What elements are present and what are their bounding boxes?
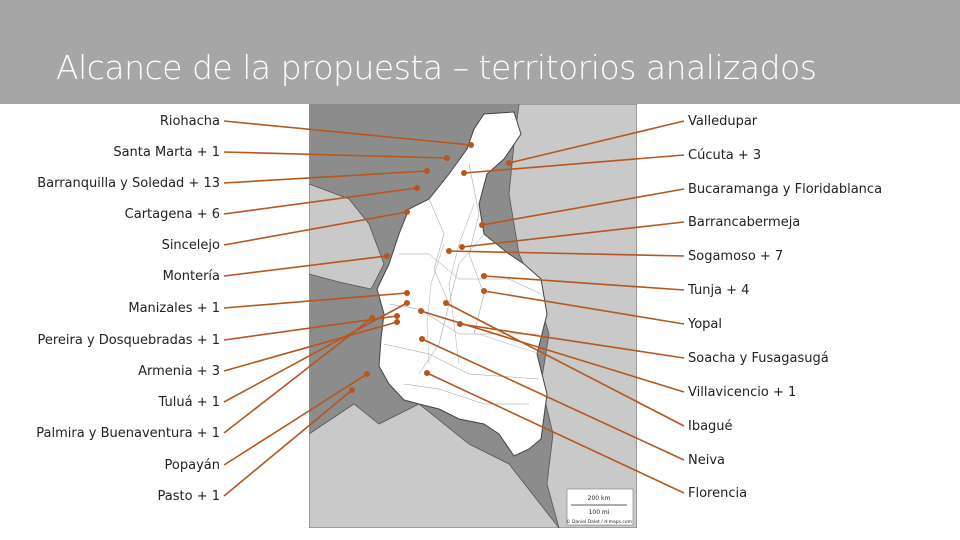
label-soacha: Soacha y Fusagasugá xyxy=(688,351,829,366)
colombia-map: 200 km 100 mi © Daniel Dalet / d-maps.co… xyxy=(309,104,637,528)
label-santa-marta: Santa Marta + 1 xyxy=(113,145,220,160)
label-palmira: Palmira y Buenaventura + 1 xyxy=(36,426,220,441)
map-legend-box xyxy=(566,488,634,526)
map-scale-mi: 100 mi xyxy=(589,509,610,516)
label-cucuta: Cúcuta + 3 xyxy=(688,148,762,163)
label-yopal: Yopal xyxy=(688,317,722,332)
label-ibague: Ibagué xyxy=(688,419,733,434)
label-manizales: Manizales + 1 xyxy=(128,301,220,316)
label-neiva: Neiva xyxy=(688,453,725,468)
label-cartagena: Cartagena + 6 xyxy=(124,207,220,222)
label-riohacha: Riohacha xyxy=(159,114,220,129)
label-popayan: Popayán xyxy=(164,458,220,473)
label-armenia: Armenia + 3 xyxy=(138,364,220,379)
label-bucaramanga: Bucaramanga y Floridablanca xyxy=(688,182,883,197)
label-tulua: Tuluá + 1 xyxy=(158,395,220,410)
label-florencia: Florencia xyxy=(688,486,748,501)
label-barranquilla: Barranquilla y Soledad + 13 xyxy=(37,176,220,191)
label-barrancabermeja: Barrancabermeja xyxy=(688,215,801,230)
label-pasto: Pasto + 1 xyxy=(157,489,220,504)
label-sincelejo: Sincelejo xyxy=(161,238,220,253)
label-sogamoso: Sogamoso + 7 xyxy=(688,249,784,264)
map-scale-km: 200 km xyxy=(588,495,611,502)
title-bar xyxy=(0,0,960,104)
label-monteria: Montería xyxy=(162,269,220,284)
slide-title: Alcance de la propuesta – territorios an… xyxy=(56,48,817,87)
label-tunja: Tunja + 4 xyxy=(688,283,750,298)
label-valledupar: Valledupar xyxy=(688,114,758,129)
label-villavicencio: Villavicencio + 1 xyxy=(688,385,797,400)
label-pereira: Pereira y Dosquebradas + 1 xyxy=(37,333,220,348)
map-credit: © Daniel Dalet / d-maps.com xyxy=(566,518,632,525)
